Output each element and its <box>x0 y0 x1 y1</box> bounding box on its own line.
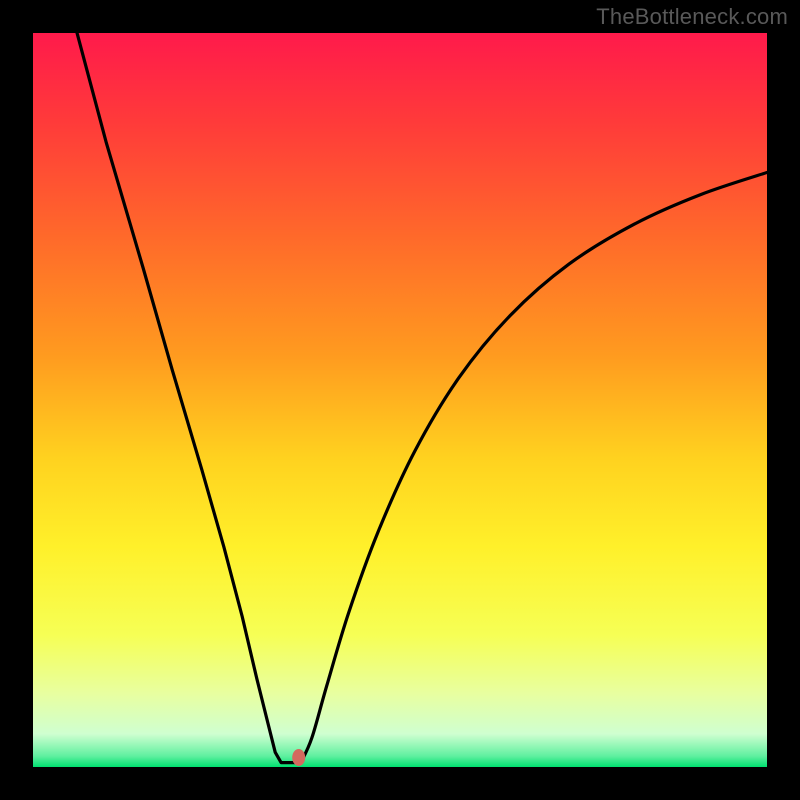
gradient-background <box>33 33 767 767</box>
plot-area <box>33 33 767 767</box>
watermark-label: TheBottleneck.com <box>596 4 788 30</box>
chart-container: TheBottleneck.com <box>0 0 800 800</box>
optimal-point-marker <box>292 749 305 766</box>
bottleneck-chart-svg <box>0 0 800 800</box>
